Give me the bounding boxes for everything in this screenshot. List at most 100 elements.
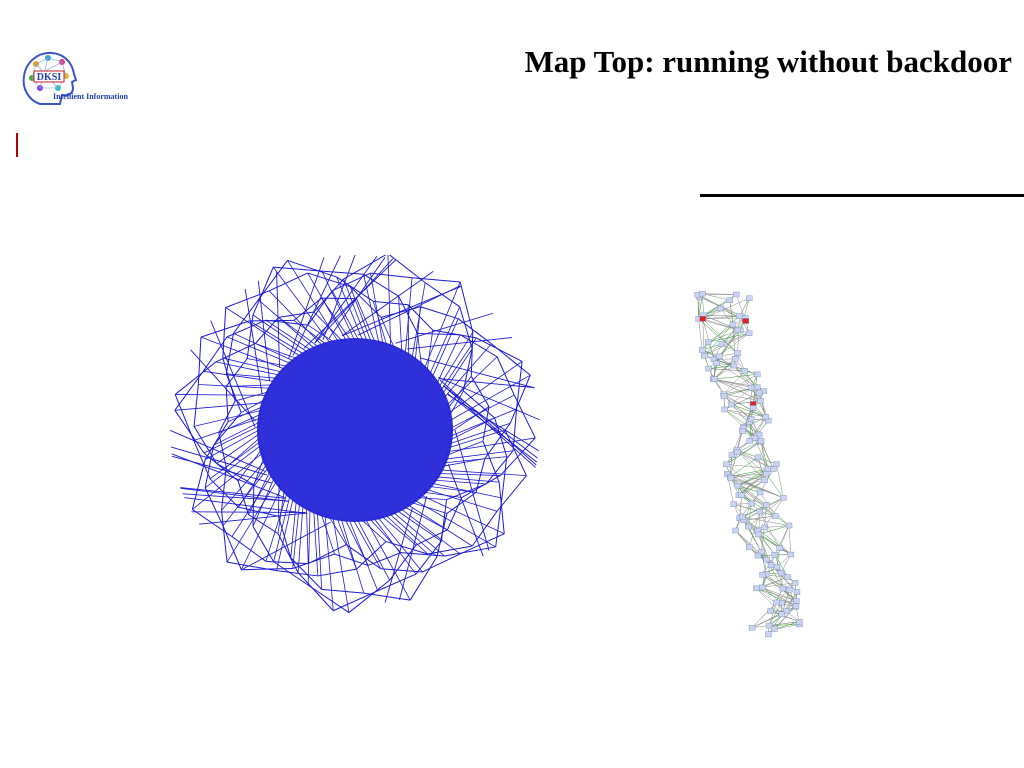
node — [734, 449, 741, 455]
edge — [380, 568, 423, 573]
edge — [417, 497, 447, 501]
edge — [244, 289, 263, 395]
edge — [698, 318, 703, 351]
edge — [463, 390, 495, 419]
slide-title: Map Top: running without backdoor — [524, 44, 1012, 79]
edge — [356, 298, 376, 343]
edge — [322, 255, 356, 341]
edge — [277, 533, 299, 573]
accent-bar — [16, 133, 18, 157]
edge — [436, 334, 461, 385]
node — [773, 461, 780, 467]
edge — [739, 298, 750, 317]
node — [779, 585, 787, 592]
edge — [756, 588, 797, 602]
edge — [754, 438, 769, 470]
edge — [737, 485, 761, 493]
edge — [756, 588, 797, 607]
node — [773, 599, 780, 606]
edge — [415, 529, 448, 546]
node — [786, 586, 793, 593]
node — [772, 513, 779, 519]
edge — [756, 588, 787, 612]
edge — [222, 307, 227, 359]
edge — [385, 514, 429, 555]
edge — [225, 358, 248, 387]
edge — [471, 511, 498, 547]
edge — [447, 464, 484, 557]
edge — [723, 393, 761, 402]
edge — [225, 386, 229, 422]
edge — [252, 526, 275, 562]
node — [734, 327, 742, 334]
node — [736, 313, 743, 319]
edge — [765, 473, 784, 498]
edge — [741, 480, 765, 496]
node — [705, 365, 712, 372]
edge — [764, 527, 791, 555]
organization-logo: DKSI — [22, 51, 78, 105]
edge — [708, 365, 735, 369]
edge — [225, 307, 301, 357]
edge — [292, 503, 300, 569]
edge — [238, 506, 279, 517]
edge — [193, 409, 263, 427]
edge — [398, 496, 428, 600]
edge — [737, 473, 767, 486]
edge — [273, 266, 322, 272]
edge — [265, 319, 312, 351]
node — [739, 514, 746, 520]
edge — [449, 417, 495, 441]
edge — [423, 281, 461, 369]
node — [717, 305, 724, 312]
edge — [762, 574, 797, 602]
edge — [204, 444, 262, 489]
circular-network-graph — [169, 255, 540, 613]
edge — [698, 318, 738, 354]
edge — [384, 507, 413, 603]
edge — [752, 621, 800, 628]
edge — [482, 441, 500, 483]
edge — [760, 440, 774, 470]
edge — [231, 474, 273, 537]
node — [762, 471, 770, 477]
edge — [277, 516, 292, 558]
edge — [341, 271, 434, 337]
edge — [328, 257, 386, 339]
edge — [321, 588, 364, 594]
edge — [417, 333, 422, 366]
edge — [716, 363, 758, 388]
dense-core — [257, 338, 453, 522]
edge — [276, 570, 318, 577]
edge — [363, 274, 380, 343]
edge — [723, 374, 758, 395]
edge — [389, 513, 438, 558]
edge — [226, 336, 291, 365]
edge — [768, 602, 777, 626]
edge — [741, 495, 776, 517]
node — [763, 502, 770, 508]
edge — [303, 259, 397, 349]
node — [729, 321, 737, 328]
edge — [248, 470, 271, 515]
node — [699, 290, 706, 297]
edge — [733, 503, 760, 512]
edge — [341, 286, 461, 337]
edge — [400, 508, 461, 555]
edge — [235, 391, 270, 402]
edge — [258, 299, 315, 349]
edge — [411, 282, 426, 359]
edge — [719, 330, 741, 357]
node — [757, 438, 765, 444]
edge — [423, 491, 462, 498]
edge — [713, 358, 736, 380]
edge — [501, 456, 508, 499]
edge — [268, 272, 308, 292]
edge — [171, 455, 273, 484]
node — [761, 524, 768, 531]
edge — [317, 568, 357, 577]
edge — [735, 530, 750, 548]
node — [791, 580, 799, 586]
edge — [306, 507, 309, 564]
edge — [724, 409, 744, 428]
